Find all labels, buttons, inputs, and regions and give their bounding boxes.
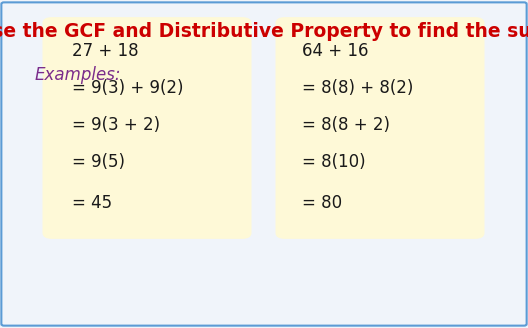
Text: = 9(3) + 9(2): = 9(3) + 9(2) <box>72 79 184 97</box>
Text: = 8(8) + 8(2): = 8(8) + 8(2) <box>302 79 413 97</box>
Text: Use the GCF and Distributive Property to find the sum: Use the GCF and Distributive Property to… <box>0 22 528 41</box>
Text: = 9(3 + 2): = 9(3 + 2) <box>72 116 160 134</box>
Text: = 80: = 80 <box>302 194 342 212</box>
FancyBboxPatch shape <box>276 17 485 239</box>
Text: = 45: = 45 <box>72 194 112 212</box>
Text: Examples:: Examples: <box>34 67 121 84</box>
Text: 64 + 16: 64 + 16 <box>302 42 369 60</box>
Text: = 9(5): = 9(5) <box>72 153 125 171</box>
Text: = 8(10): = 8(10) <box>302 153 365 171</box>
Text: = 8(8 + 2): = 8(8 + 2) <box>302 116 390 134</box>
FancyBboxPatch shape <box>42 17 251 239</box>
Text: 27 + 18: 27 + 18 <box>72 42 139 60</box>
